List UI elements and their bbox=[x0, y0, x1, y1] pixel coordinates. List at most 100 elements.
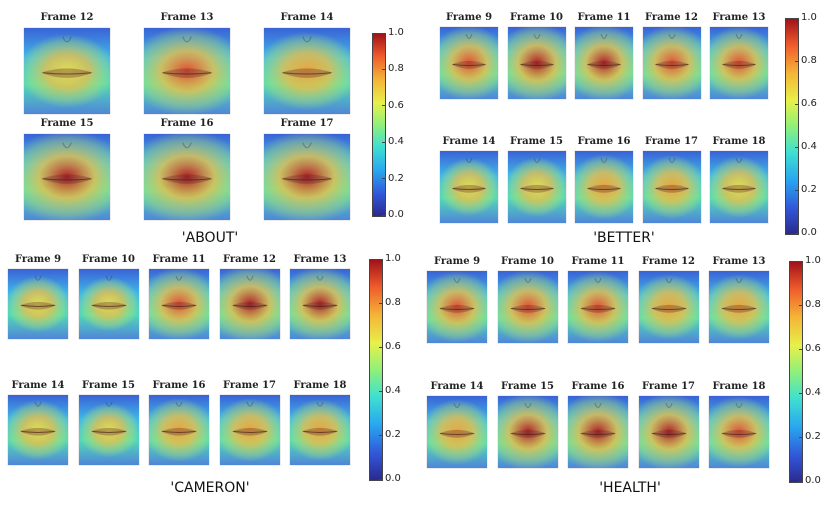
colorbar-tick-label: 0.2 bbox=[795, 184, 817, 195]
frame-label: Frame 14 bbox=[430, 381, 484, 392]
colorbar-tick-label: 0.8 bbox=[799, 299, 821, 310]
colorbar-tick-label: 0.6 bbox=[379, 341, 401, 352]
frame-label: Frame 15 bbox=[500, 381, 554, 392]
saliency-image bbox=[427, 271, 487, 343]
saliency-image bbox=[8, 269, 68, 339]
frame-label: Frame 14 bbox=[11, 380, 65, 391]
colorbar bbox=[785, 18, 799, 235]
word-label: 'CAMERON' bbox=[170, 480, 250, 496]
frame-label: Frame 9 bbox=[14, 254, 62, 265]
saliency-image bbox=[149, 269, 209, 339]
frame-label: Frame 16 bbox=[571, 381, 625, 392]
saliency-image bbox=[264, 134, 350, 220]
saliency-image bbox=[290, 395, 350, 465]
frame-label: Frame 11 bbox=[577, 12, 631, 23]
colorbar-tick-label: 0.4 bbox=[795, 141, 817, 152]
saliency-image bbox=[638, 396, 699, 468]
colorbar-tick-label: 0.2 bbox=[382, 172, 404, 184]
frame-label: Frame 10 bbox=[509, 12, 563, 23]
frame-label: Frame 17 bbox=[644, 136, 698, 147]
saliency-image bbox=[144, 134, 230, 220]
saliency-image bbox=[497, 271, 558, 343]
saliency-image bbox=[290, 269, 350, 339]
frame-label: Frame 14 bbox=[280, 12, 334, 23]
saliency-image bbox=[642, 151, 701, 223]
colorbar-tick-label: 1.0 bbox=[795, 12, 817, 23]
frame-label: Frame 16 bbox=[160, 118, 214, 129]
saliency-image bbox=[709, 271, 769, 343]
colorbar-tick-label: 0.0 bbox=[795, 227, 817, 238]
saliency-image bbox=[575, 27, 633, 99]
frame-label: Frame 13 bbox=[160, 12, 214, 23]
saliency-image bbox=[8, 395, 68, 465]
colorbar-tick-label: 0.4 bbox=[379, 385, 401, 396]
saliency-image bbox=[24, 134, 110, 220]
frame-label: Frame 12 bbox=[641, 256, 695, 267]
saliency-image bbox=[78, 269, 139, 339]
colorbar-tick-label: 0.4 bbox=[382, 136, 404, 148]
frame-label: Frame 17 bbox=[280, 118, 334, 129]
saliency-image bbox=[219, 395, 280, 465]
saliency-image bbox=[642, 27, 701, 99]
colorbar bbox=[372, 33, 386, 217]
frame-label: Frame 10 bbox=[500, 256, 554, 267]
saliency-image bbox=[440, 27, 498, 99]
colorbar-tick-label: 1.0 bbox=[382, 27, 404, 38]
colorbar-tick-label: 1.0 bbox=[379, 253, 401, 264]
frame-label: Frame 11 bbox=[571, 256, 625, 267]
colorbar-tick-label: 0.8 bbox=[379, 297, 401, 308]
frame-label: Frame 10 bbox=[81, 254, 135, 265]
frame-label: Frame 13 bbox=[293, 254, 347, 265]
word-label: 'HEALTH' bbox=[599, 480, 661, 496]
colorbar-tick-label: 1.0 bbox=[799, 255, 821, 266]
frame-label: Frame 13 bbox=[712, 12, 766, 23]
saliency-image bbox=[568, 271, 628, 343]
frame-label: Frame 17 bbox=[222, 380, 276, 391]
frame-label: Frame 15 bbox=[40, 118, 94, 129]
frame-label: Frame 17 bbox=[641, 381, 695, 392]
saliency-image bbox=[710, 27, 768, 99]
frame-label: Frame 12 bbox=[222, 254, 276, 265]
frame-label: Frame 9 bbox=[433, 256, 481, 267]
colorbar-tick-label: 0.8 bbox=[795, 55, 817, 66]
frame-label: Frame 14 bbox=[442, 136, 496, 147]
saliency-image bbox=[638, 271, 699, 343]
colorbar-tick-label: 0.0 bbox=[799, 475, 821, 486]
frame-label: Frame 18 bbox=[293, 380, 347, 391]
saliency-image bbox=[507, 27, 566, 99]
saliency-image bbox=[497, 396, 558, 468]
colorbar-tick-label: 0.0 bbox=[379, 473, 401, 484]
colorbar-tick-label: 0.6 bbox=[795, 98, 817, 109]
colorbar-tick-label: 0.2 bbox=[379, 429, 401, 440]
saliency-image bbox=[78, 395, 139, 465]
frame-label: Frame 15 bbox=[509, 136, 563, 147]
frame-label: Frame 18 bbox=[712, 381, 766, 392]
frame-label: Frame 12 bbox=[644, 12, 698, 23]
colorbar-tick-label: 0.0 bbox=[382, 209, 404, 220]
frame-label: Frame 13 bbox=[712, 256, 766, 267]
frame-label: Frame 11 bbox=[152, 254, 206, 265]
frame-label: Frame 16 bbox=[577, 136, 631, 147]
saliency-image bbox=[575, 151, 633, 223]
saliency-image bbox=[264, 28, 350, 114]
colorbar-tick-label: 0.8 bbox=[382, 63, 404, 75]
word-label: 'BETTER' bbox=[593, 230, 655, 246]
saliency-image bbox=[507, 151, 566, 223]
saliency-image bbox=[440, 151, 498, 223]
word-label: 'ABOUT' bbox=[181, 230, 239, 246]
colorbar bbox=[369, 259, 383, 481]
frame-label: Frame 18 bbox=[712, 136, 766, 147]
saliency-image bbox=[24, 28, 110, 114]
colorbar-tick-label: 0.6 bbox=[382, 99, 404, 111]
saliency-image bbox=[710, 151, 768, 223]
colorbar-tick-label: 0.6 bbox=[799, 343, 821, 354]
saliency-image bbox=[219, 269, 280, 339]
colorbar bbox=[789, 261, 803, 483]
saliency-image bbox=[144, 28, 230, 114]
colorbar-tick-label: 0.4 bbox=[799, 387, 821, 398]
frame-label: Frame 12 bbox=[40, 12, 94, 23]
frame-label: Frame 9 bbox=[445, 12, 493, 23]
frame-label: Frame 15 bbox=[81, 380, 135, 391]
saliency-image bbox=[149, 395, 209, 465]
saliency-image bbox=[427, 396, 487, 468]
